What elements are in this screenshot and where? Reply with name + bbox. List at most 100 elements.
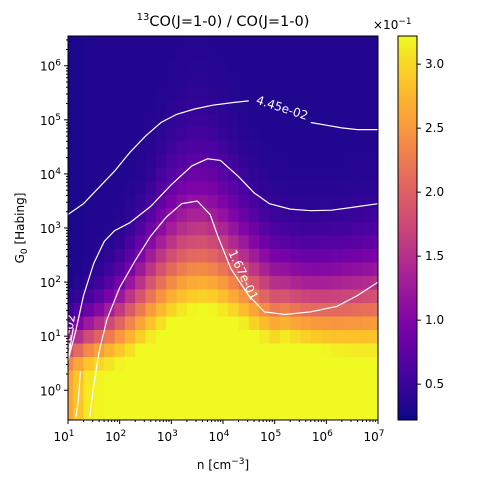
heatmap-cell — [93, 248, 105, 263]
heatmap-cell — [321, 234, 333, 249]
heatmap-cell — [135, 410, 147, 420]
heatmap-cell — [197, 342, 209, 358]
heatmap-cell — [269, 58, 281, 74]
heatmap-cell — [238, 86, 250, 101]
heatmap-cell — [114, 36, 126, 47]
heatmap-cell — [68, 369, 74, 385]
heatmap-cell — [114, 288, 126, 303]
heatmap-cell — [176, 329, 188, 344]
heatmap-cell — [135, 261, 147, 276]
heatmap-cell — [207, 410, 219, 420]
heatmap-cell — [155, 261, 167, 276]
heatmap-cell — [372, 248, 378, 263]
heatmap-cell — [341, 383, 353, 398]
heatmap-cell — [73, 140, 85, 155]
heatmap-cell — [300, 397, 312, 412]
heatmap-cell — [217, 58, 229, 74]
heatmap-cell — [321, 248, 333, 263]
heatmap-cell — [362, 288, 374, 303]
heatmap-cell — [186, 315, 198, 331]
heatmap-cell — [321, 288, 333, 303]
heatmap-cell — [372, 72, 378, 87]
heatmap-cell — [135, 288, 147, 303]
heatmap-cell — [259, 383, 271, 398]
heatmap-cell — [217, 261, 229, 276]
heatmap-cell — [310, 45, 322, 60]
heatmap-cell — [372, 86, 378, 101]
heatmap-cell — [124, 234, 136, 249]
heatmap-cell — [166, 72, 178, 87]
y-tick-label: 104 — [40, 167, 61, 182]
heatmap-cell — [310, 99, 322, 114]
heatmap-cell — [104, 113, 116, 128]
heatmap-cell — [186, 126, 198, 141]
heatmap-cell — [83, 194, 95, 209]
heatmap-cell — [331, 36, 343, 47]
heatmap-cell — [372, 302, 378, 317]
heatmap-cell — [352, 261, 364, 276]
heatmap-cell — [331, 383, 343, 398]
heatmap-cell — [217, 315, 229, 331]
heatmap-cell — [300, 342, 312, 358]
heatmap-cell — [228, 397, 240, 412]
heatmap-cell — [290, 113, 302, 128]
heatmap-cell — [197, 140, 209, 155]
heatmap-cell — [290, 234, 302, 249]
heatmap-cell — [341, 207, 353, 222]
heatmap-cell — [166, 397, 178, 412]
heatmap-cell — [197, 36, 209, 47]
heatmap-cell — [238, 248, 250, 263]
heatmap-cell — [228, 410, 240, 420]
heatmap-cell — [217, 86, 229, 101]
heatmap-cell — [279, 329, 291, 344]
heatmap-cell — [217, 397, 229, 412]
heatmap-cell — [331, 248, 343, 263]
heatmap-cell — [197, 329, 209, 344]
heatmap-cell — [104, 36, 116, 47]
heatmap-cell — [228, 342, 240, 358]
heatmap-cell — [207, 383, 219, 398]
heatmap-cell — [73, 410, 85, 420]
colorbar-ticks: 0.5 1.0 1.5 2.0 2.5 3.0 — [417, 57, 444, 391]
heatmap-cell — [341, 72, 353, 87]
heatmap-cell — [68, 126, 74, 141]
heatmap-cell — [290, 86, 302, 101]
heatmap-cell — [155, 383, 167, 398]
heatmap-cell — [228, 72, 240, 87]
heatmap-cell — [321, 383, 333, 398]
x-tick-label: 104 — [208, 429, 229, 444]
heatmap-cell — [372, 153, 378, 168]
heatmap-cell — [352, 397, 364, 412]
heatmap-cell — [217, 369, 229, 385]
heatmap-cell — [238, 45, 250, 60]
heatmap-cell — [372, 126, 378, 141]
heatmap-cell — [73, 369, 85, 385]
heatmap-cell — [83, 72, 95, 87]
heatmap-cell — [321, 180, 333, 195]
heatmap-cells — [68, 36, 378, 420]
heatmap-cell — [259, 302, 271, 317]
heatmap-cell — [310, 315, 322, 331]
heatmap-cell — [207, 356, 219, 371]
heatmap-cell — [290, 275, 302, 290]
heatmap-cell — [321, 72, 333, 87]
heatmap-cell — [124, 45, 136, 60]
heatmap-cell — [124, 207, 136, 222]
heatmap-cell — [352, 167, 364, 182]
heatmap-cell — [362, 302, 374, 317]
heatmap-cell — [186, 329, 198, 344]
heatmap-cell — [290, 342, 302, 358]
heatmap-cell — [228, 275, 240, 290]
heatmap-cell — [135, 275, 147, 290]
heatmap-cell — [290, 140, 302, 155]
heatmap-cell — [68, 356, 74, 371]
heatmap-cell — [104, 72, 116, 87]
heatmap-cell — [310, 72, 322, 87]
heatmap-cell — [186, 86, 198, 101]
heatmap-cell — [248, 383, 260, 398]
heatmap-cell — [207, 342, 219, 358]
heatmap-cell — [248, 315, 260, 331]
heatmap-cell — [279, 302, 291, 317]
heatmap-cell — [300, 86, 312, 101]
heatmap-cell — [207, 45, 219, 60]
